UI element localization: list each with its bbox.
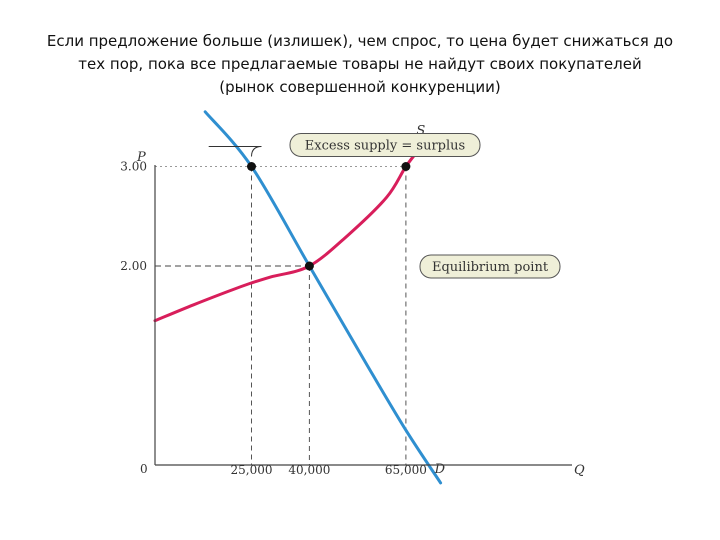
slide-title: Если предложение больше (излишек), чем с… bbox=[20, 30, 700, 99]
series-label-d: D bbox=[434, 462, 446, 477]
origin-label: 0 bbox=[140, 462, 148, 476]
surplus-callout-text: Excess supply = surplus bbox=[305, 139, 465, 154]
equilibrium-callout-text: Equilibrium point bbox=[432, 260, 549, 275]
y-axis-label: P bbox=[136, 150, 146, 165]
x-axis-label: Q bbox=[574, 463, 585, 478]
data-points bbox=[247, 162, 411, 271]
title-line-2: тех пор, пока все предлагаемые товары не… bbox=[78, 55, 642, 73]
x-tick-label-1: 40,000 bbox=[288, 463, 330, 477]
data-point-2 bbox=[304, 261, 314, 271]
series-line-s bbox=[153, 145, 423, 323]
series-label-s: S bbox=[416, 124, 425, 139]
tick-labels: 25,000 40,000 65,000 2.00 3.00 bbox=[120, 160, 427, 478]
title-line-3: (рынок совершенной конкуренции) bbox=[219, 78, 501, 96]
y-tick-label-0: 2.00 bbox=[120, 259, 147, 273]
title-line-1: Если предложение больше (излишек), чем с… bbox=[46, 32, 674, 50]
surplus-annotation: Excess supply = surplus bbox=[208, 133, 481, 157]
guide-lines bbox=[155, 166, 407, 465]
surplus-callout-box bbox=[289, 133, 481, 157]
x-tick-label-2: 65,000 bbox=[385, 463, 427, 477]
equilibrium-callout-box bbox=[419, 254, 561, 279]
data-point-0 bbox=[247, 162, 256, 171]
x-tick-label-0: 25,000 bbox=[231, 463, 273, 477]
axes: P Q 0 bbox=[136, 150, 585, 478]
equilibrium-annotation: Equilibrium point bbox=[419, 254, 561, 279]
data-point-1 bbox=[401, 162, 411, 171]
y-tick-label-1: 3.00 bbox=[120, 160, 147, 174]
